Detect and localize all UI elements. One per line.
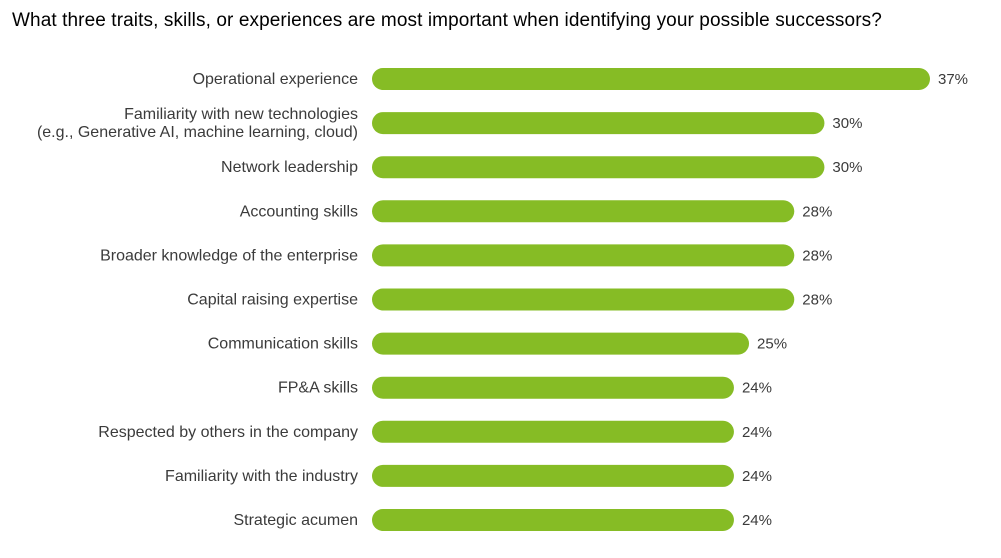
value-label: 37% bbox=[938, 71, 968, 88]
category-label-line: Broader knowledge of the enterprise bbox=[100, 247, 358, 264]
category-label: FP&A skills bbox=[278, 380, 358, 397]
value-label: 28% bbox=[802, 292, 832, 309]
category-label: Operational experience bbox=[193, 71, 359, 88]
value-label: 30% bbox=[832, 115, 862, 132]
category-label-line: Capital raising expertise bbox=[187, 292, 358, 309]
category-label: Strategic acumen bbox=[233, 512, 358, 529]
category-label-line: Communication skills bbox=[208, 336, 358, 353]
category-label: Accounting skills bbox=[240, 203, 358, 220]
value-label: 24% bbox=[742, 424, 772, 441]
category-label-line: Network leadership bbox=[221, 159, 358, 176]
bar bbox=[372, 244, 795, 267]
bar bbox=[372, 68, 930, 90]
bar bbox=[372, 332, 750, 355]
bar bbox=[372, 420, 734, 443]
category-label: Capital raising expertise bbox=[187, 292, 358, 309]
value-labels-group: 37% 30% 30% 28% 28% 28% 25% 24% 24% 24% 24% bbox=[742, 71, 968, 529]
category-label-line: Familiarity with the industry bbox=[165, 468, 358, 485]
category-label: Communication skills bbox=[208, 336, 358, 353]
bar bbox=[372, 464, 734, 487]
value-label: 24% bbox=[742, 380, 772, 397]
bar bbox=[372, 376, 734, 399]
category-label-line: Strategic acumen bbox=[233, 512, 358, 529]
chart-title: What three traits, skills, or experience… bbox=[12, 10, 882, 31]
value-label: 25% bbox=[757, 336, 787, 353]
category-label: Familiarity with new technologies (e.g., … bbox=[37, 106, 358, 141]
value-label: 24% bbox=[742, 468, 772, 485]
bars-group bbox=[372, 68, 930, 531]
category-labels-group: Operational experience Familiarity with n… bbox=[37, 71, 358, 529]
bar bbox=[372, 156, 825, 179]
bar bbox=[372, 509, 734, 531]
category-label-line: FP&A skills bbox=[278, 380, 358, 397]
category-label-line: Accounting skills bbox=[240, 203, 358, 220]
category-label-line: Familiarity with new technologies bbox=[124, 106, 358, 123]
category-label: Broader knowledge of the enterprise bbox=[100, 247, 358, 264]
bar bbox=[372, 112, 825, 135]
category-label: Familiarity with the industry bbox=[165, 468, 358, 485]
value-label: 24% bbox=[742, 512, 772, 529]
value-label: 30% bbox=[832, 159, 862, 176]
category-label: Network leadership bbox=[221, 159, 358, 176]
category-label-line: Operational experience bbox=[193, 71, 359, 88]
category-label-line: (e.g., Generative AI, machine learning, … bbox=[37, 124, 358, 141]
bar bbox=[372, 288, 795, 311]
category-label: Respected by others in the company bbox=[98, 424, 358, 441]
bar bbox=[372, 200, 795, 223]
value-label: 28% bbox=[802, 247, 832, 264]
category-label-line: Respected by others in the company bbox=[98, 424, 358, 441]
value-label: 28% bbox=[802, 203, 832, 220]
